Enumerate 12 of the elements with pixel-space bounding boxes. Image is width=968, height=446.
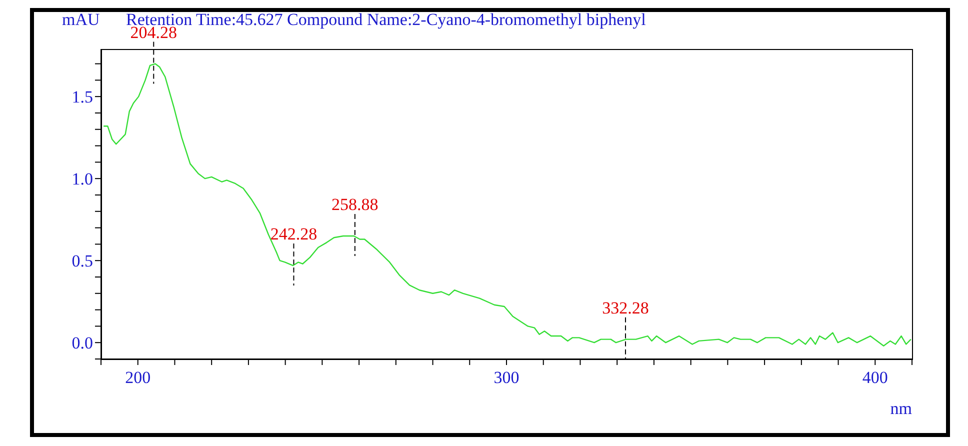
y-tick-label: 0.5: [72, 252, 93, 271]
y-tick-label: 1.5: [72, 88, 93, 107]
x-tick-label: 400: [862, 368, 888, 388]
annotation: 242.28: [270, 224, 318, 244]
y-tick-label: 1.0: [72, 170, 93, 189]
x-tick-label: 300: [494, 368, 520, 388]
annotation: 258.88: [332, 194, 378, 214]
x-axis-title: nm: [890, 399, 912, 419]
x-tick-label: 200: [125, 368, 151, 388]
annotation: 332.28: [602, 298, 649, 318]
y-axis-title: mAU: [62, 10, 100, 30]
y-tick-label: 0.0: [72, 334, 93, 353]
